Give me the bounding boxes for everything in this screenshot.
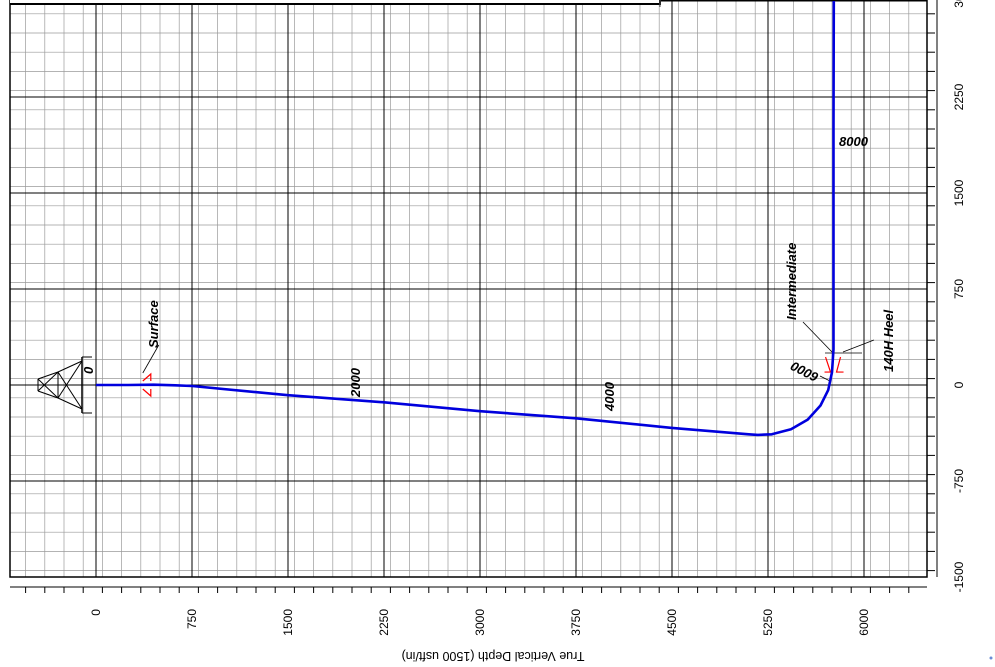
x-tick-label: 5250 — [761, 609, 775, 636]
annotation-labels: Surface Intermediate 140H Heel — [146, 243, 896, 372]
y-tick-label: 0 — [952, 381, 966, 388]
drilling-rig-icon — [37, 356, 92, 414]
intermediate-casing-shoe — [835, 356, 844, 373]
x-axis-title: True Vertical Depth (1500 usft/in) — [402, 649, 585, 663]
y-tick-label: -1500 — [952, 561, 966, 592]
x-tick-label: 3000 — [473, 609, 487, 636]
rig-brace — [57, 360, 83, 399]
legend-box-fill — [10, 0, 660, 4]
rig-brace — [37, 371, 59, 392]
md-label: 0 — [81, 366, 96, 374]
y-axis-tick-labels: -1500 -750 0 750 1500 2250 30 — [952, 0, 966, 592]
x-tick-label: 3750 — [569, 609, 583, 636]
heel-leader — [842, 339, 875, 353]
x-tick-label: 4500 — [665, 609, 679, 636]
surface-leader — [142, 344, 160, 374]
md-label: 2000 — [348, 367, 363, 398]
y-tick-label: 750 — [952, 279, 966, 299]
annotation-label: 140H Heel — [881, 309, 896, 372]
annotation-leaders — [142, 321, 875, 382]
y-tick-label: -750 — [952, 469, 966, 493]
y-tick-label: 1500 — [952, 179, 966, 206]
plot-frame — [9, 0, 928, 578]
x-tick-label: 6000 — [857, 609, 871, 636]
y-tick-label: 2250 — [952, 83, 966, 110]
x-tick-label: 1500 — [281, 609, 295, 636]
corner-dot — [989, 656, 993, 660]
y-tick-label: 30 — [952, 0, 966, 8]
md6000-leader — [819, 375, 831, 382]
annotation-label: Intermediate — [784, 243, 799, 320]
x-tick-label: 2250 — [377, 609, 391, 636]
annotation-label: Surface — [146, 300, 161, 348]
md-label: 8000 — [839, 134, 869, 149]
x-tick-label: 0 — [89, 609, 103, 616]
y-axis-ticks — [927, 0, 938, 577]
rig-brace — [37, 378, 59, 399]
intermediate-casing-shoe — [824, 356, 832, 373]
surface-casing-shoe — [142, 388, 152, 398]
x-tick-label: 750 — [185, 609, 199, 629]
x-axis-ticks — [10, 586, 927, 593]
md-label: 4000 — [602, 381, 617, 412]
rig-brace — [57, 371, 83, 410]
well-path-line — [96, 0, 836, 437]
surface-casing-shoe — [142, 372, 152, 382]
legend-box-corner — [10, 0, 661, 7]
x-axis-tick-labels: 0 750 1500 2250 3000 3750 4500 5250 6000 — [89, 609, 871, 636]
intermediate-leader — [802, 321, 833, 353]
